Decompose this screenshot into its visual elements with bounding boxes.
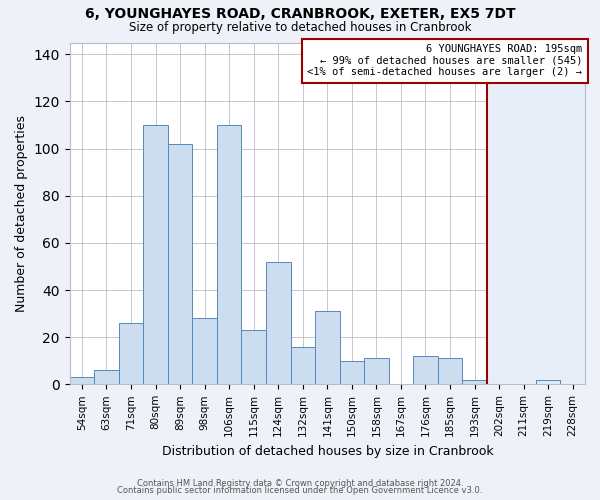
Bar: [290, 346, 315, 385]
Bar: [462, 380, 487, 384]
Bar: [413, 356, 438, 384]
Bar: [364, 358, 389, 384]
Bar: [536, 380, 560, 384]
Bar: [143, 125, 168, 384]
Text: Size of property relative to detached houses in Cranbrook: Size of property relative to detached ho…: [129, 21, 471, 34]
Bar: [193, 318, 217, 384]
Bar: [217, 125, 241, 384]
Bar: [487, 42, 585, 384]
Bar: [340, 360, 364, 384]
Text: Contains public sector information licensed under the Open Government Licence v3: Contains public sector information licen…: [118, 486, 482, 495]
Bar: [168, 144, 193, 384]
Bar: [119, 323, 143, 384]
Bar: [241, 330, 266, 384]
Bar: [94, 370, 119, 384]
Bar: [266, 262, 290, 384]
Text: 6 YOUNGHAYES ROAD: 195sqm
← 99% of detached houses are smaller (545)
<1% of semi: 6 YOUNGHAYES ROAD: 195sqm ← 99% of detac…: [307, 44, 583, 78]
Y-axis label: Number of detached properties: Number of detached properties: [15, 115, 28, 312]
X-axis label: Distribution of detached houses by size in Cranbrook: Distribution of detached houses by size …: [161, 444, 493, 458]
Text: 6, YOUNGHAYES ROAD, CRANBROOK, EXETER, EX5 7DT: 6, YOUNGHAYES ROAD, CRANBROOK, EXETER, E…: [85, 8, 515, 22]
Bar: [315, 311, 340, 384]
Bar: [70, 377, 94, 384]
Bar: [536, 380, 560, 384]
Bar: [438, 358, 462, 384]
Text: Contains HM Land Registry data © Crown copyright and database right 2024.: Contains HM Land Registry data © Crown c…: [137, 478, 463, 488]
